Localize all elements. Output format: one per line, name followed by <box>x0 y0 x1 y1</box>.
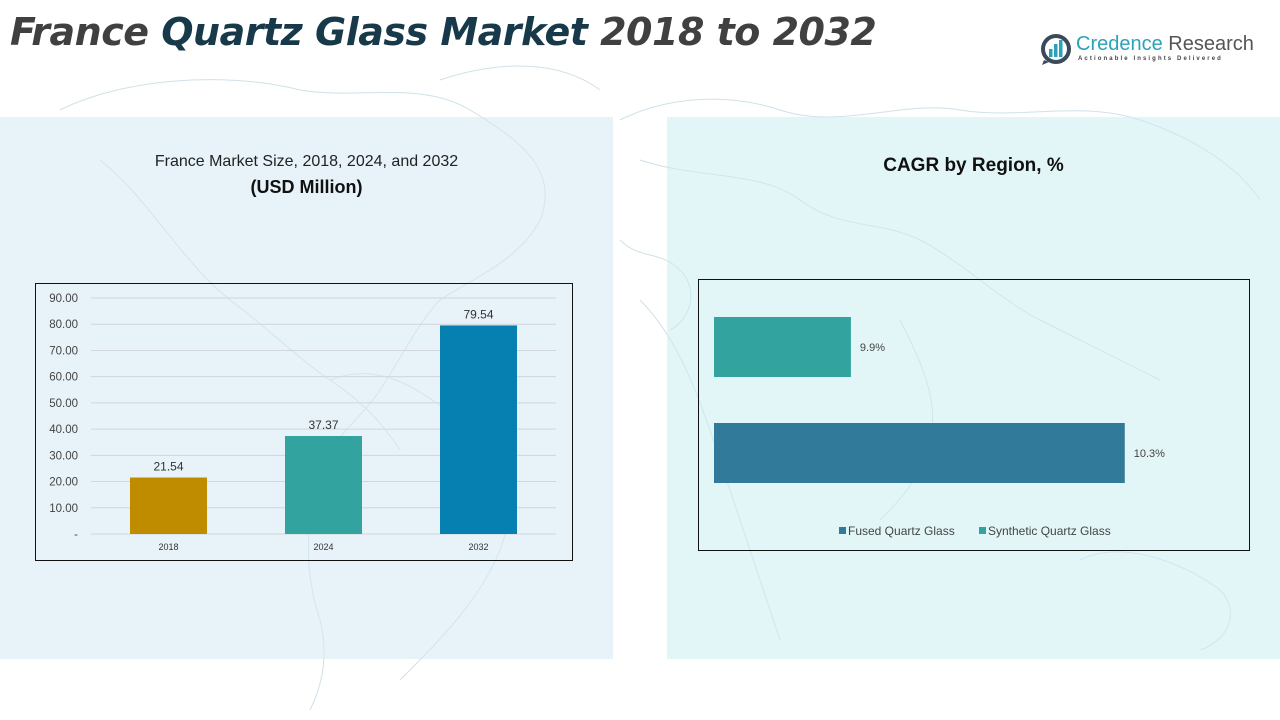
logo-name: Credence Research <box>1076 33 1254 55</box>
legend-swatch <box>839 527 846 534</box>
data-label: 79.54 <box>463 307 493 321</box>
x-tick-labels: 2018 2024 2032 <box>158 542 488 552</box>
legend-label: Synthetic Quartz Glass <box>988 524 1111 538</box>
data-labels: 9.9% 10.3% <box>860 342 1165 460</box>
legend-label: Fused Quartz Glass <box>848 524 955 538</box>
y-tick-label: 80.00 <box>49 319 78 331</box>
y-tick-label: 10.00 <box>49 503 78 515</box>
y-tick-label: - <box>74 529 78 541</box>
y-tick-label: 70.00 <box>49 345 78 357</box>
y-tick-label: 30.00 <box>49 450 78 462</box>
bar-synthetic-quartz-glass <box>714 317 851 377</box>
y-tick-label: 90.00 <box>49 293 78 305</box>
market-size-chart: - 10.00 20.00 30.00 40.00 50.00 60.00 70.00 80.0… <box>35 283 573 561</box>
bar-fused-quartz-glass <box>714 423 1125 483</box>
bar-2024 <box>285 436 362 534</box>
market-size-subtitle: France Market Size, 2018, 2024, and 2032 <box>154 153 459 170</box>
market-size-chart-svg: - 10.00 20.00 30.00 40.00 50.00 60.00 70.00 80.0… <box>49 293 556 552</box>
bars <box>130 325 517 534</box>
logo-bar-chart-icon <box>1041 34 1071 65</box>
cagr-panel: CAGR by Region, % <box>667 117 1280 659</box>
page-title: France Quartz Glass Market 2018 to 2032 <box>10 10 877 54</box>
y-tick-label: 50.00 <box>49 398 78 410</box>
x-tick-label: 2018 <box>158 542 178 552</box>
cagr-title: CAGR by Region, % <box>883 155 1064 176</box>
y-tick-labels: - 10.00 20.00 30.00 40.00 50.00 60.00 70.00 80.0… <box>49 293 78 541</box>
data-label: 21.54 <box>153 460 183 474</box>
bar-2032 <box>440 325 517 534</box>
x-tick-label: 2024 <box>313 542 333 552</box>
y-tick-label: 60.00 <box>49 372 78 384</box>
bars <box>714 317 1125 483</box>
cagr-chart-svg: 9.9% 10.3% Fused Quartz Glass Synthetic Qu… <box>714 317 1165 538</box>
legend: Fused Quartz Glass Synthetic Quartz Glass <box>839 524 1111 538</box>
y-tick-label: 20.00 <box>49 477 78 489</box>
x-tick-label: 2032 <box>468 542 488 552</box>
data-label: 9.9% <box>860 342 885 354</box>
logo-tagline: Actionable Insights Delivered <box>1078 56 1223 62</box>
title-accent: Quartz Glass Market <box>161 10 588 54</box>
y-tick-label: 40.00 <box>49 424 78 436</box>
cagr-chart: 9.9% 10.3% Fused Quartz Glass Synthetic Qu… <box>698 279 1250 551</box>
data-label: 10.3% <box>1134 448 1165 460</box>
data-label: 37.37 <box>308 418 338 432</box>
legend-swatch <box>979 527 986 534</box>
bar-2018 <box>130 477 207 534</box>
credence-research-logo: Credence Research Actionable Insights De… <box>1040 32 1260 72</box>
data-labels: 21.54 37.37 79.54 <box>153 307 493 473</box>
market-size-unit: (USD Million) <box>250 177 363 197</box>
